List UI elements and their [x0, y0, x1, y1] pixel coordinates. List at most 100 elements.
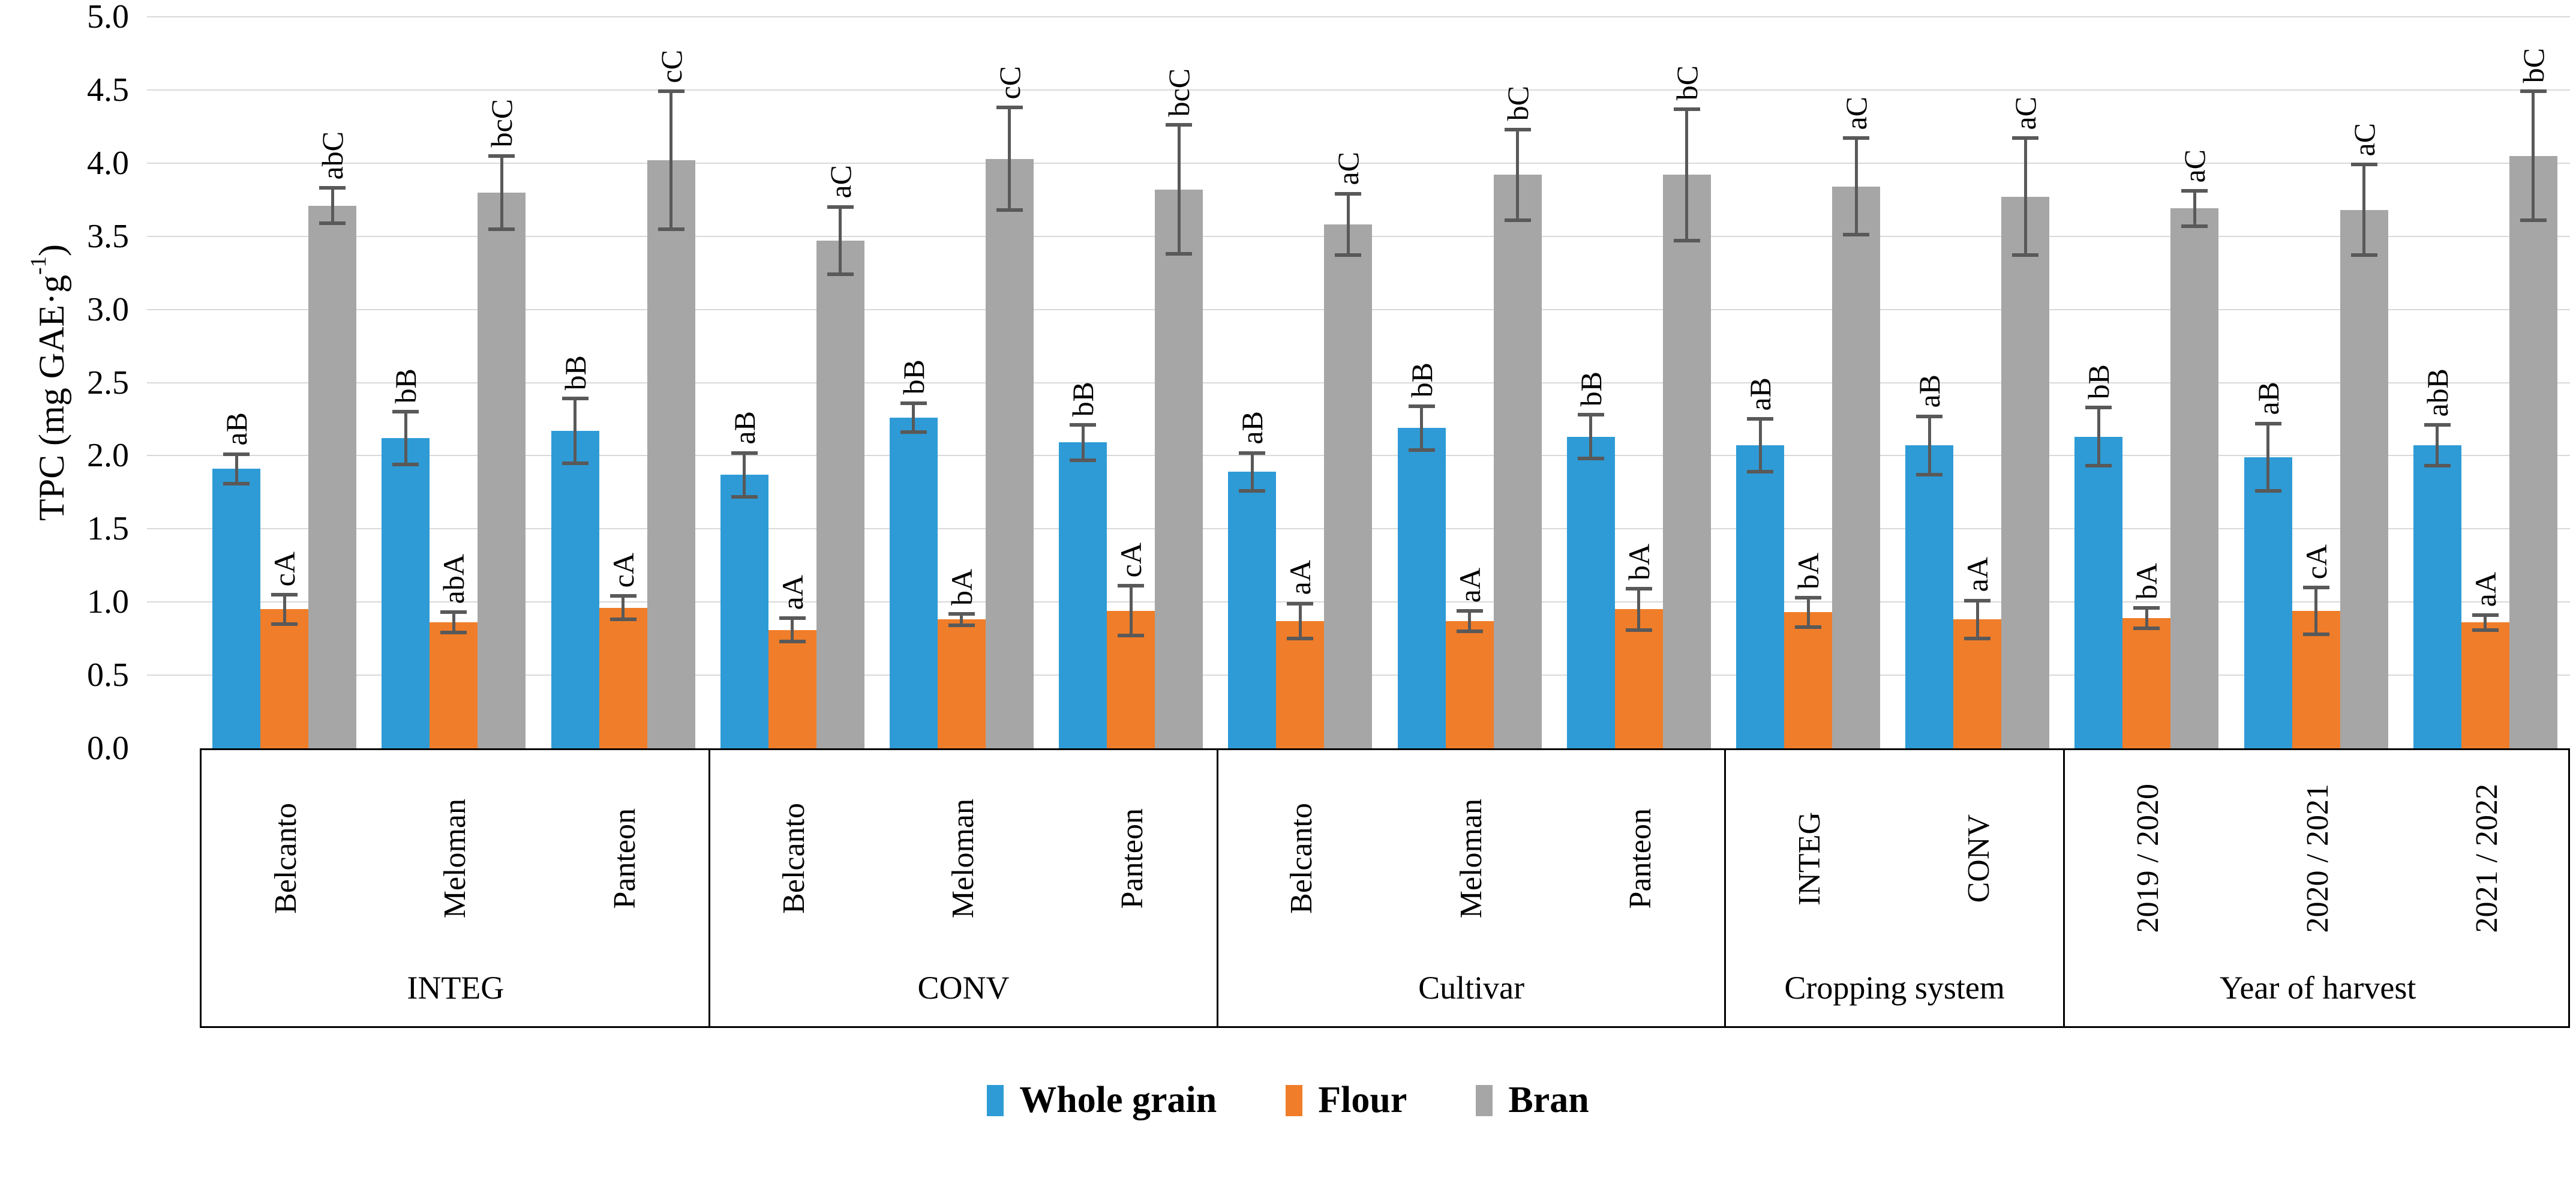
error-bar-cap: [2254, 488, 2281, 493]
category-slot: 2021 / 2022: [2403, 755, 2572, 962]
error-bar: [2484, 615, 2487, 630]
error-bar-cap: [1239, 451, 1266, 455]
significance-letter: cA: [1114, 542, 1148, 578]
error-bar-cap: [319, 221, 346, 225]
error-bar: [1637, 589, 1641, 630]
y-tick-label: 0.5: [87, 657, 129, 694]
significance-letter: bcC: [1162, 68, 1196, 117]
error-bar-cap: [1504, 127, 1531, 131]
error-bar-cap: [1747, 417, 1774, 421]
error-bar-cap: [562, 397, 589, 401]
bar-whole-grain: [1228, 472, 1277, 748]
group-cell: Year of harvest: [2064, 949, 2572, 1026]
category-label: CONV: [1962, 814, 1996, 903]
error-bar-cap: [900, 401, 927, 405]
error-bar-cap: [2472, 613, 2499, 618]
error-bar: [791, 618, 794, 642]
error-bar-cap: [2181, 189, 2208, 193]
significance-letter: aC: [823, 165, 857, 199]
category-slot: Panteon: [1556, 755, 1725, 962]
bar-flour: [260, 609, 309, 748]
significance-letter: bA: [2130, 562, 2164, 600]
category-slot: Meloman: [1387, 755, 1556, 962]
category-slot: Meloman: [879, 755, 1048, 962]
category-slot: Panteon: [540, 755, 709, 962]
significance-letter: bcC: [485, 99, 519, 148]
category-label: Belcanto: [776, 803, 811, 914]
error-bar: [1854, 138, 1858, 235]
significance-letter: aB: [2251, 382, 2285, 415]
error-bar-cap: [1408, 404, 1435, 408]
error-bar-cap: [731, 451, 758, 455]
bar-bran: [2509, 155, 2557, 748]
legend-marker: [1286, 1084, 1303, 1116]
error-bar-cap: [2302, 585, 2329, 589]
legend: Whole grain Flour Bran: [0, 1079, 2576, 1122]
category-label: Belcanto: [1284, 803, 1319, 914]
category-label: Meloman: [1454, 798, 1488, 919]
group-cell: INTEG: [202, 949, 710, 1026]
error-bar: [2193, 191, 2196, 226]
y-tick-label: 1.0: [87, 583, 129, 621]
legend-item: Flour: [1286, 1079, 1407, 1122]
error-bar-cap: [610, 618, 637, 622]
error-bar: [1975, 600, 1979, 639]
error-bar: [500, 155, 503, 229]
significance-letter: cA: [2299, 544, 2333, 579]
bar-whole-grain: [551, 430, 599, 748]
error-bar: [1685, 109, 1689, 241]
error-bar: [1468, 610, 1472, 631]
category-slot: CONV: [1895, 755, 2064, 962]
bar-flour: [599, 607, 647, 748]
error-bar-cap: [610, 594, 637, 598]
error-bar-cap: [1456, 629, 1483, 633]
significance-letter: bA: [1622, 544, 1656, 581]
error-bar-cap: [996, 208, 1023, 212]
error-bar-cap: [1166, 123, 1193, 127]
error-bar: [1420, 406, 1424, 450]
error-bar-cap: [1964, 637, 1991, 641]
significance-letter: bC: [1670, 65, 1704, 101]
error-bar-cap: [488, 154, 515, 158]
significance-letter: bB: [1066, 381, 1100, 417]
error-bar: [452, 612, 455, 633]
bar-bran: [1832, 186, 1881, 748]
category-slot: Meloman: [371, 755, 540, 962]
bar-flour: [430, 622, 478, 748]
significance-letter: bC: [2516, 47, 2550, 83]
bar-whole-grain: [2244, 457, 2292, 748]
error-bar-cap: [1795, 595, 1822, 600]
category-axis: Belcanto Meloman Panteon Belcanto Meloman Pan…: [200, 748, 2570, 1028]
error-bar-cap: [1964, 598, 1991, 603]
error-bar-cap: [2520, 89, 2547, 94]
error-bar: [1298, 603, 1302, 639]
significance-letter: aB: [1913, 374, 1947, 408]
significance-letter: abA: [437, 553, 471, 604]
bar-bran: [2340, 209, 2388, 748]
significance-letter: bB: [1574, 371, 1608, 407]
y-tick-label: 3.0: [87, 290, 129, 328]
error-bar-cap: [779, 640, 806, 644]
error-bar: [622, 596, 625, 620]
bar-flour: [1276, 621, 1325, 748]
error-bar: [1346, 193, 1350, 256]
significance-letter: cA: [606, 553, 640, 588]
bar-bran: [816, 241, 864, 748]
error-bar-cap: [2133, 606, 2160, 610]
significance-letter: aA: [1452, 567, 1487, 603]
error-bar-cap: [1287, 637, 1314, 641]
bar-bran: [1324, 224, 1373, 748]
error-bar-cap: [223, 481, 250, 485]
group-label: INTEG: [407, 970, 505, 1006]
error-bar: [283, 595, 286, 624]
bar-flour: [2122, 618, 2171, 748]
error-bar-cap: [1916, 473, 1943, 477]
y-axis-ticks: 0.0 0.5 1.0 1.5 2.0 2.5 3.0 3.5 4.0 4.5 5.0: [0, 0, 147, 1184]
bar-whole-grain: [382, 438, 430, 748]
significance-letter: bB: [389, 368, 423, 404]
error-bar-cap: [1335, 253, 1362, 257]
bar-whole-grain: [889, 418, 938, 748]
error-bar-cap: [2424, 464, 2451, 468]
error-bar-cap: [2350, 163, 2377, 167]
